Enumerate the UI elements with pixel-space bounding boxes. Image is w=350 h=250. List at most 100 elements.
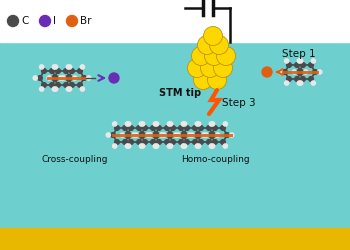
- Circle shape: [190, 133, 194, 137]
- Circle shape: [128, 126, 133, 130]
- Circle shape: [148, 133, 152, 137]
- Circle shape: [176, 133, 180, 137]
- Circle shape: [80, 87, 84, 91]
- Circle shape: [70, 82, 74, 87]
- Circle shape: [196, 122, 201, 126]
- Circle shape: [64, 69, 68, 73]
- Circle shape: [217, 46, 236, 66]
- Circle shape: [137, 126, 141, 130]
- Circle shape: [7, 16, 19, 26]
- Circle shape: [216, 133, 220, 137]
- Circle shape: [262, 67, 272, 77]
- Circle shape: [183, 132, 188, 138]
- Circle shape: [203, 26, 223, 46]
- Circle shape: [40, 16, 50, 26]
- Circle shape: [113, 122, 117, 126]
- Circle shape: [309, 63, 313, 68]
- Circle shape: [70, 69, 74, 73]
- Circle shape: [168, 144, 173, 148]
- Text: Cross-coupling: Cross-coupling: [42, 156, 108, 164]
- Circle shape: [50, 82, 55, 87]
- Circle shape: [170, 126, 175, 130]
- Circle shape: [78, 69, 82, 73]
- Circle shape: [82, 76, 86, 80]
- Circle shape: [191, 46, 210, 66]
- Bar: [0, 228, 350, 250]
- Circle shape: [139, 132, 143, 138]
- Circle shape: [123, 140, 127, 144]
- Circle shape: [120, 133, 124, 137]
- Circle shape: [68, 65, 72, 69]
- Bar: [0, 42, 350, 228]
- Circle shape: [282, 70, 287, 74]
- Circle shape: [125, 144, 130, 148]
- Circle shape: [181, 132, 185, 138]
- Circle shape: [156, 126, 161, 130]
- Circle shape: [139, 144, 144, 148]
- Circle shape: [295, 63, 299, 68]
- Circle shape: [193, 140, 197, 144]
- Circle shape: [137, 140, 141, 144]
- Circle shape: [182, 122, 187, 126]
- Circle shape: [299, 70, 303, 74]
- Circle shape: [296, 70, 301, 74]
- Circle shape: [195, 122, 199, 126]
- Circle shape: [127, 144, 131, 148]
- Circle shape: [66, 16, 77, 26]
- Circle shape: [68, 76, 72, 80]
- Circle shape: [287, 76, 291, 81]
- Circle shape: [209, 144, 214, 148]
- Circle shape: [220, 126, 225, 130]
- Circle shape: [178, 140, 183, 144]
- Circle shape: [128, 140, 133, 144]
- Circle shape: [206, 126, 211, 130]
- Circle shape: [210, 144, 215, 148]
- Circle shape: [146, 133, 150, 137]
- Circle shape: [141, 132, 146, 138]
- Circle shape: [209, 132, 213, 138]
- Circle shape: [56, 82, 60, 87]
- Circle shape: [198, 126, 203, 130]
- Circle shape: [178, 126, 183, 130]
- Circle shape: [201, 58, 219, 78]
- Circle shape: [68, 87, 72, 91]
- Circle shape: [204, 46, 224, 66]
- Circle shape: [59, 76, 63, 80]
- Circle shape: [301, 63, 305, 68]
- Circle shape: [225, 132, 229, 138]
- Circle shape: [311, 59, 315, 63]
- Circle shape: [64, 82, 68, 87]
- Circle shape: [167, 144, 172, 148]
- Circle shape: [181, 144, 186, 148]
- Circle shape: [109, 73, 119, 83]
- Circle shape: [153, 122, 158, 126]
- Circle shape: [132, 133, 136, 137]
- Circle shape: [33, 76, 37, 80]
- Circle shape: [167, 132, 171, 138]
- Circle shape: [42, 82, 46, 87]
- Circle shape: [313, 70, 317, 74]
- Circle shape: [210, 36, 229, 54]
- Circle shape: [299, 81, 303, 85]
- Circle shape: [37, 76, 42, 80]
- Circle shape: [78, 82, 82, 87]
- Circle shape: [52, 65, 56, 69]
- Circle shape: [212, 126, 217, 130]
- Circle shape: [142, 140, 147, 144]
- Circle shape: [51, 76, 56, 80]
- Circle shape: [287, 63, 291, 68]
- Circle shape: [220, 140, 225, 144]
- Circle shape: [54, 76, 58, 80]
- Circle shape: [125, 122, 130, 126]
- Circle shape: [153, 144, 158, 148]
- Circle shape: [160, 133, 164, 137]
- Circle shape: [86, 76, 91, 80]
- Circle shape: [168, 122, 173, 126]
- Circle shape: [184, 140, 189, 144]
- Circle shape: [123, 126, 127, 130]
- Circle shape: [40, 65, 44, 69]
- Circle shape: [188, 133, 192, 137]
- Circle shape: [54, 87, 58, 91]
- Circle shape: [155, 132, 160, 138]
- Circle shape: [140, 122, 145, 126]
